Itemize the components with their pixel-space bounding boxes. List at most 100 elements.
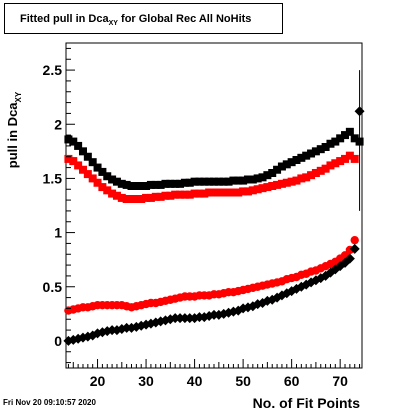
data-point [210,177,218,186]
data-point [336,157,345,166]
data-point [326,161,335,170]
y-tick-label: 1.5 [43,170,63,186]
data-point [83,170,92,179]
data-point [277,179,286,188]
data-point [282,160,291,169]
chart-title-subscript: XY [108,20,118,27]
data-points-layer [63,70,365,346]
data-point [287,158,296,167]
data-point [88,174,97,183]
data-point [78,165,87,174]
data-point [263,183,272,192]
x-tick-label: 70 [332,373,348,389]
data-point [239,187,248,196]
data-point [69,157,78,166]
data-point [166,191,175,200]
data-point [341,131,350,140]
data-point [292,176,301,185]
data-point [292,156,301,164]
data-point [108,189,117,198]
data-point [326,139,335,148]
data-point [83,152,92,161]
data-point [166,179,175,188]
data-point [103,186,112,195]
data-point [180,178,189,187]
data-point [273,180,282,189]
data-point [258,184,267,193]
y-tick-label: 2.5 [43,62,63,78]
data-point [185,178,194,187]
data-point [311,147,320,156]
data-point [302,151,311,160]
data-point [108,175,117,184]
data-point [195,177,204,186]
data-point [112,191,121,200]
data-point [122,195,131,203]
data-point [171,190,180,199]
data-point [146,193,155,202]
data-point [350,154,359,163]
chart-title-rest: for Global Rec All NoHits [117,13,252,25]
data-point [151,192,160,201]
data-point [93,163,102,172]
chart-title: Fitted pull in DcaXY for Global Rec All … [20,13,251,27]
data-point [137,195,146,203]
data-point [156,192,165,201]
series-2 [64,235,359,315]
data-point [74,141,83,150]
data-point [190,177,199,186]
data-point [239,176,248,185]
data-point [214,177,223,186]
series-1 [64,151,359,203]
data-point [224,177,233,186]
data-point [98,183,107,192]
data-point [132,195,141,203]
data-point [268,182,277,190]
data-point [248,186,257,195]
data-point [229,188,238,197]
data-point [180,190,189,199]
data-point [200,177,209,186]
data-point [277,162,286,171]
tick-layer: 20 30 40 50 60 70 0 0.5 1 1.5 2 2.5 [43,47,361,389]
data-point [146,180,155,189]
data-point [137,182,146,190]
data-point [176,179,185,188]
data-point [234,188,243,197]
data-point [224,188,233,197]
data-point [132,182,141,190]
data-point [243,187,252,196]
data-point [311,169,320,177]
data-point [297,174,306,183]
data-point [64,154,73,163]
data-point [321,143,330,151]
y-tick-label: 2 [54,116,62,132]
data-point [268,169,277,177]
series-0 [64,127,364,190]
data-point [171,179,180,188]
data-point [93,178,102,187]
timestamp: Fri Nov 20 09:10:57 2020 [3,398,96,407]
data-point [205,177,214,186]
data-point [142,193,151,202]
data-point [98,167,107,176]
data-point [345,151,354,160]
data-point [243,175,252,184]
data-point [161,179,170,188]
data-point [316,166,325,175]
data-point [117,193,126,202]
data-point [112,177,121,186]
y-axis-label: pull in DcaXY [5,91,23,168]
data-point [185,190,194,199]
series-3 [63,70,365,346]
data-point [350,235,359,245]
data-point [349,243,360,254]
data-point [253,174,262,183]
data-point [64,135,73,144]
y-tick-label: 1 [54,225,62,241]
x-tick-label: 20 [90,373,106,389]
data-point [263,171,272,180]
data-point [331,159,340,168]
data-point [122,180,131,189]
